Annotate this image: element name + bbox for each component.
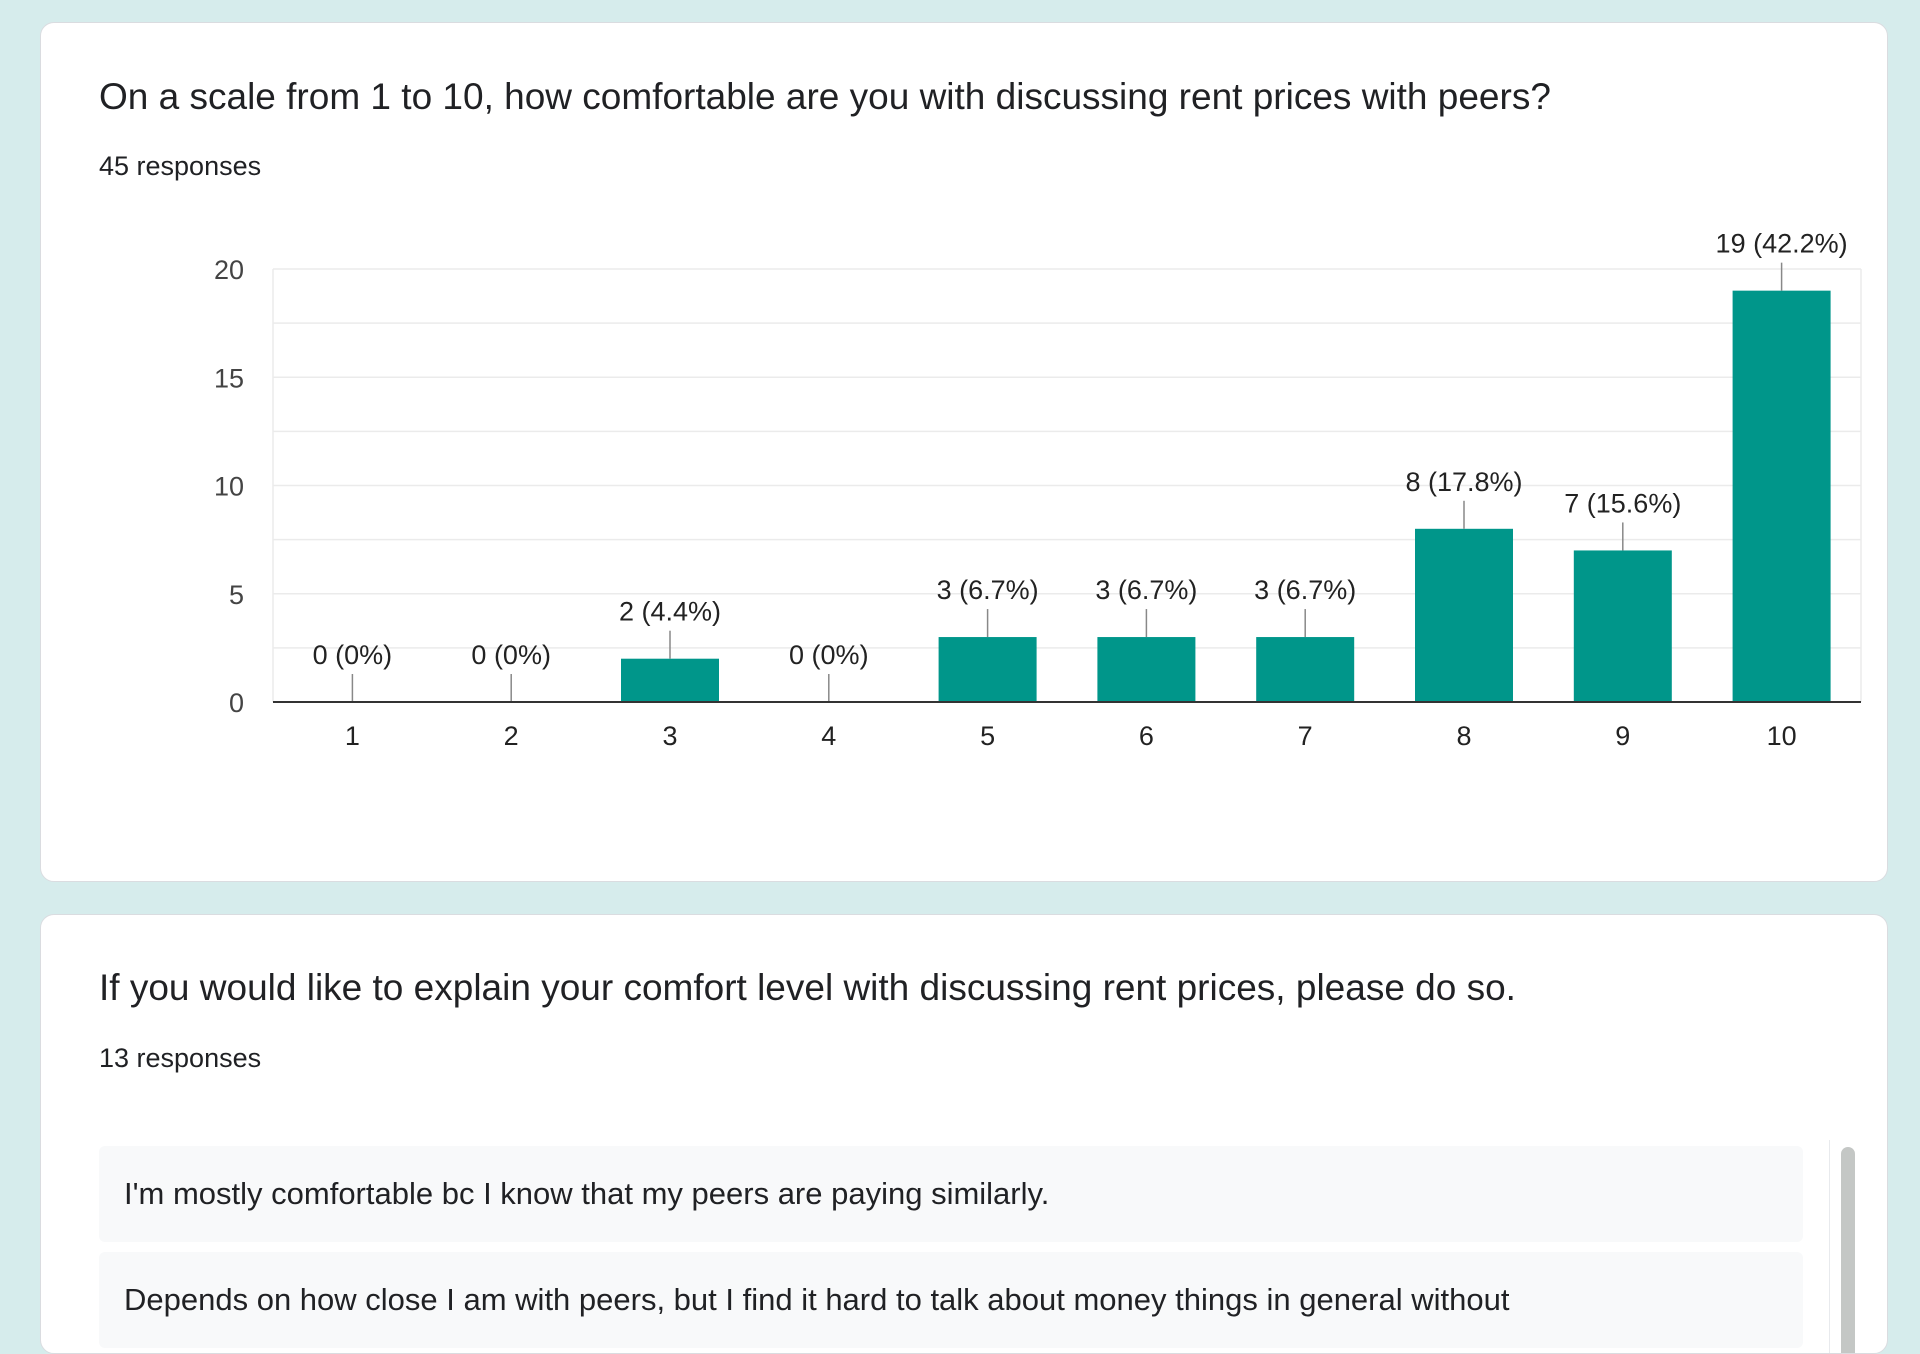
data-label: 3 (6.7%) <box>937 575 1039 605</box>
data-label: 0 (0%) <box>471 640 551 670</box>
bar <box>1256 637 1355 702</box>
response-item: I'm mostly comfortable bc I know that my… <box>99 1146 1803 1242</box>
data-label: 0 (0%) <box>789 640 869 670</box>
response-item: Depends on how close I am with peers, bu… <box>99 1252 1803 1348</box>
bar <box>621 658 719 702</box>
response-count: 45 responses <box>99 151 262 181</box>
bar <box>1097 637 1196 702</box>
x-tick-label: 1 <box>345 721 360 751</box>
data-label: 0 (0%) <box>313 640 393 670</box>
bar <box>1573 550 1672 702</box>
x-tick-label: 6 <box>1139 721 1154 751</box>
bar <box>1415 528 1513 702</box>
question-title: On a scale from 1 to 10, how comfortable… <box>99 76 1551 117</box>
x-tick-label: 2 <box>504 721 519 751</box>
data-label: 8 (17.8%) <box>1405 467 1522 497</box>
data-label: 19 (42.2%) <box>1716 229 1848 259</box>
data-label: 2 (4.4%) <box>619 597 721 627</box>
bar <box>1732 290 1831 702</box>
text-question-card: If you would like to explain your comfor… <box>40 914 1888 1354</box>
x-tick-label: 5 <box>980 721 995 751</box>
response-count: 13 responses <box>99 1043 262 1073</box>
data-label: 3 (6.7%) <box>1254 575 1356 605</box>
y-tick-label: 20 <box>214 255 244 285</box>
bar <box>938 637 1037 702</box>
response-list: I'm mostly comfortable bc I know that my… <box>99 1146 1803 1353</box>
x-tick-label: 9 <box>1615 721 1630 751</box>
scrollbar-thumb[interactable] <box>1841 1147 1855 1353</box>
y-tick-label: 15 <box>214 363 244 393</box>
question-title: If you would like to explain your comfor… <box>99 967 1516 1008</box>
x-tick-label: 7 <box>1298 721 1313 751</box>
data-label: 7 (15.6%) <box>1564 488 1681 518</box>
bar-chart: 0 5 10 15 20 0 (0%) 1 0 (0%) 2 2 (4.4%) 3 0 (0%) 4 3 … <box>214 229 1862 751</box>
chart-question-card: On a scale from 1 to 10, how comfortable… <box>40 22 1888 882</box>
x-tick-label: 4 <box>821 721 836 751</box>
scrollbar-track[interactable] <box>1829 1140 1849 1353</box>
x-tick-label: 8 <box>1456 721 1471 751</box>
x-tick-label: 3 <box>662 721 677 751</box>
y-tick-label: 5 <box>229 580 244 610</box>
y-tick-label: 0 <box>229 688 244 718</box>
y-tick-label: 10 <box>214 472 244 502</box>
data-label: 3 (6.7%) <box>1095 575 1197 605</box>
x-tick-label: 10 <box>1767 721 1797 751</box>
